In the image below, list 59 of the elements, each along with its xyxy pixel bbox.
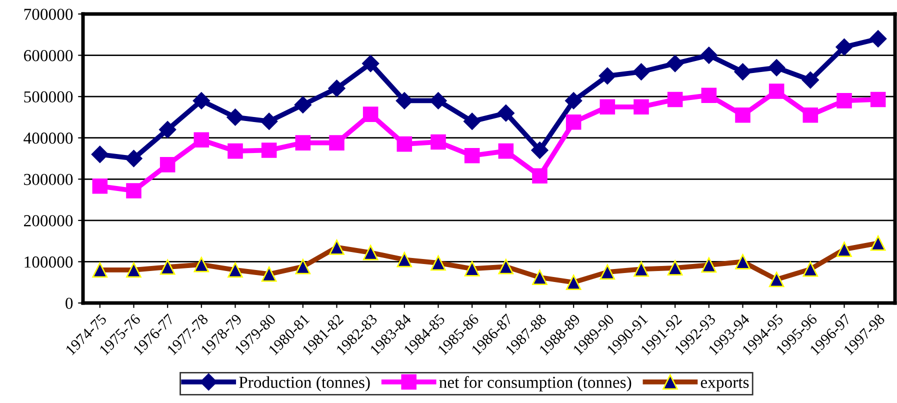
y-tick-label: 600000 [24, 50, 73, 62]
point [632, 63, 650, 80]
legend-label: Production (tonnes) [239, 376, 370, 392]
point [566, 114, 582, 130]
point [497, 104, 514, 122]
point [430, 134, 446, 150]
point [362, 54, 380, 72]
point [464, 112, 481, 130]
point [362, 106, 378, 122]
point [802, 108, 818, 123]
point [464, 148, 480, 164]
point [294, 96, 312, 114]
point [396, 136, 412, 152]
point [430, 92, 447, 110]
point [329, 135, 344, 150]
point [125, 150, 142, 168]
point [634, 99, 649, 115]
point [701, 88, 717, 103]
y-tick-label: 100000 [24, 256, 73, 268]
y-tick-label: 700000 [24, 8, 73, 20]
point [295, 135, 311, 150]
point [192, 92, 210, 110]
point [768, 59, 786, 76]
point [228, 143, 243, 159]
legend-label: net for consumption (tonnes) [439, 376, 632, 392]
point [261, 142, 277, 158]
y-tick-label: 500000 [24, 91, 73, 103]
point [226, 108, 244, 126]
point [260, 112, 278, 130]
point [667, 92, 683, 108]
point [836, 38, 853, 56]
point [870, 30, 887, 48]
legend-label: exports [700, 378, 749, 392]
point [836, 93, 852, 108]
point [531, 142, 548, 159]
point [598, 67, 616, 84]
point [734, 63, 752, 80]
y-tick-label: 300000 [24, 174, 73, 186]
point [600, 99, 616, 115]
point [700, 46, 718, 64]
point [396, 92, 413, 110]
point [328, 80, 346, 97]
y-tick-label: 0 [66, 298, 73, 309]
point [498, 143, 514, 159]
point [532, 168, 548, 184]
point [126, 183, 142, 198]
point [802, 72, 819, 89]
point [160, 157, 176, 172]
y-tick-label: 200000 [24, 215, 73, 226]
point [666, 54, 684, 72]
point [735, 108, 750, 123]
point [194, 132, 210, 148]
point [91, 146, 108, 163]
point [92, 178, 108, 194]
point [159, 121, 176, 138]
y-tick-label: 400000 [24, 132, 73, 144]
point [768, 84, 784, 99]
point [565, 92, 582, 110]
point [870, 92, 886, 108]
